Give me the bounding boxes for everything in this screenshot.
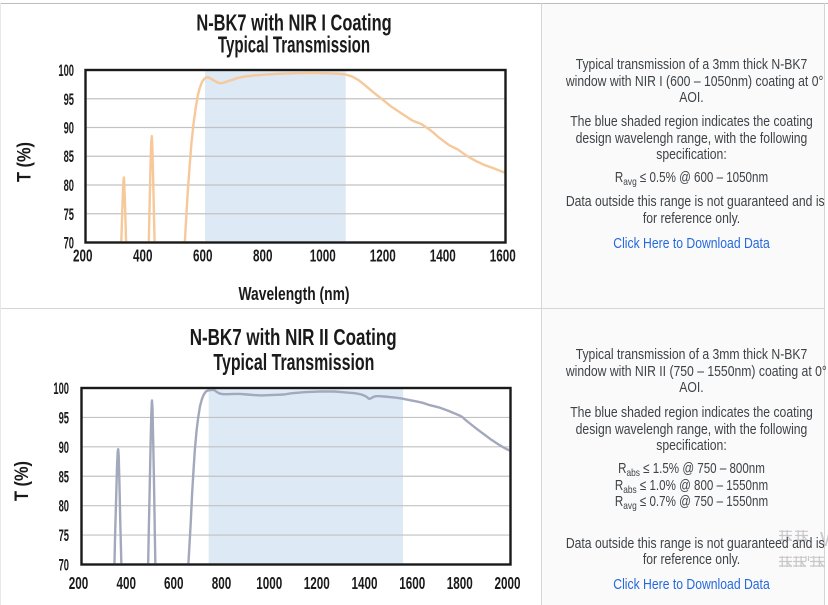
svg-text:85: 85: [64, 147, 74, 166]
svg-text:85: 85: [59, 467, 69, 486]
svg-text:100: 100: [53, 379, 69, 398]
svg-text:800: 800: [253, 246, 273, 266]
svg-text:95: 95: [59, 408, 69, 427]
svg-text:75: 75: [64, 205, 74, 224]
svg-text:2000: 2000: [495, 573, 521, 593]
svg-text:80: 80: [64, 176, 74, 195]
svg-text:N-BK7 with NIR II Coating: N-BK7 with NIR II Coating: [190, 324, 397, 350]
svg-text:70: 70: [64, 234, 74, 253]
svg-text:1600: 1600: [490, 246, 516, 266]
svg-text:T (%): T (%): [11, 461, 33, 501]
svg-text:95: 95: [64, 90, 74, 109]
svg-text:1000: 1000: [310, 246, 336, 266]
svg-text:1400: 1400: [352, 573, 378, 593]
svg-text:1600: 1600: [399, 573, 425, 593]
svg-text:T (%): T (%): [14, 142, 36, 182]
svg-text:90: 90: [64, 119, 74, 138]
svg-text:1800: 1800: [447, 573, 473, 593]
svg-text:75: 75: [59, 526, 69, 545]
svg-text:800: 800: [212, 573, 232, 593]
svg-text:600: 600: [164, 573, 184, 593]
svg-text:W: W: [820, 529, 828, 551]
svg-text:600: 600: [193, 246, 213, 266]
svg-text:200: 200: [69, 573, 89, 593]
svg-text:100: 100: [58, 61, 74, 80]
svg-text:Wavelength (nm): Wavelength (nm): [239, 283, 350, 304]
svg-text:80: 80: [59, 497, 69, 516]
svg-text:Typical Transmission: Typical Transmission: [218, 31, 370, 57]
svg-text:1200: 1200: [304, 573, 330, 593]
svg-text:1000: 1000: [256, 573, 282, 593]
svg-text:400: 400: [116, 573, 136, 593]
svg-text:1400: 1400: [430, 246, 456, 266]
svg-text:1200: 1200: [370, 246, 396, 266]
svg-text:400: 400: [133, 246, 153, 266]
svg-text:90: 90: [59, 438, 69, 457]
svg-text:200: 200: [73, 246, 93, 266]
svg-text:N-BK7 with NIR I Coating: N-BK7 with NIR I Coating: [196, 9, 391, 35]
svg-text:Typical Transmission: Typical Transmission: [213, 349, 374, 375]
svg-text:70: 70: [59, 556, 69, 575]
